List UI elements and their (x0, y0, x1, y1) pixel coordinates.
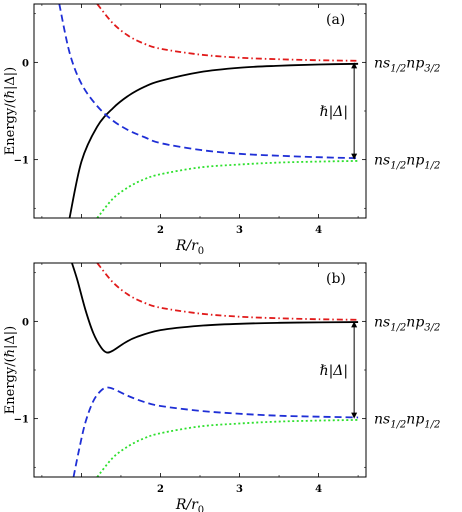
y-tick-label: 0 (22, 317, 29, 328)
x-axis-label: R/r0 (175, 497, 204, 512)
gap-arrow-head-up (351, 321, 358, 328)
x-axis-label: R/r0 (175, 238, 204, 257)
series-line-dotted (96, 160, 359, 218)
level-label-lower: ns1/2np1/2 (374, 412, 440, 431)
series-line-solid (68, 62, 359, 218)
y-tick-label: 0 (22, 58, 29, 69)
level-label-lower: ns1/2np1/2 (374, 153, 440, 172)
y-tick-label: −1 (14, 156, 29, 167)
series-line-dashdot (96, 4, 359, 62)
x-tick-label: 3 (236, 225, 243, 236)
gap-label: ℏ|Δ| (320, 363, 349, 379)
series-line-dashed (58, 4, 359, 160)
series-line-dashed (72, 386, 359, 477)
series-group (71, 263, 359, 477)
panel-b: 2 3 4 −1 0 (b) ℏ|Δ| ns1/2np3/2 ns1/2np1/2 R/r0 Ene… (3, 262, 440, 512)
x-tick-label: 4 (315, 484, 322, 495)
gap-arrow-head-down (351, 153, 358, 160)
series-group (58, 4, 359, 218)
plot-frame (33, 3, 367, 219)
panel-label: (b) (326, 271, 346, 287)
y-tick-label: −1 (14, 415, 29, 426)
x-tick-label: 3 (236, 484, 243, 495)
panel-a: 2 3 4 −1 0 (a) ℏ|Δ| ns1/2np3/2 ns1/2np1/2 R/r0 Ene… (3, 3, 440, 257)
plot-frame (33, 262, 367, 478)
x-tick-label: 2 (157, 484, 164, 495)
level-label-upper: ns1/2np3/2 (374, 55, 440, 74)
gap-label: ℏ|Δ| (320, 104, 349, 120)
level-label-upper: ns1/2np3/2 (374, 314, 440, 333)
x-tick-label: 2 (157, 225, 164, 236)
series-line-dashdot (96, 263, 359, 321)
gap-arrow (351, 62, 358, 160)
gap-arrow (351, 321, 358, 419)
panel-label: (a) (326, 12, 345, 28)
x-tick-label: 4 (315, 225, 322, 236)
y-axis-label: Energy/(ℏ|Δ|) (3, 67, 18, 155)
series-line-solid (71, 263, 359, 354)
gap-arrow-head-up (351, 62, 358, 69)
gap-arrow-head-down (351, 412, 358, 419)
y-axis-label: Energy/(ℏ|Δ|) (3, 326, 18, 414)
series-line-dotted (96, 419, 359, 477)
